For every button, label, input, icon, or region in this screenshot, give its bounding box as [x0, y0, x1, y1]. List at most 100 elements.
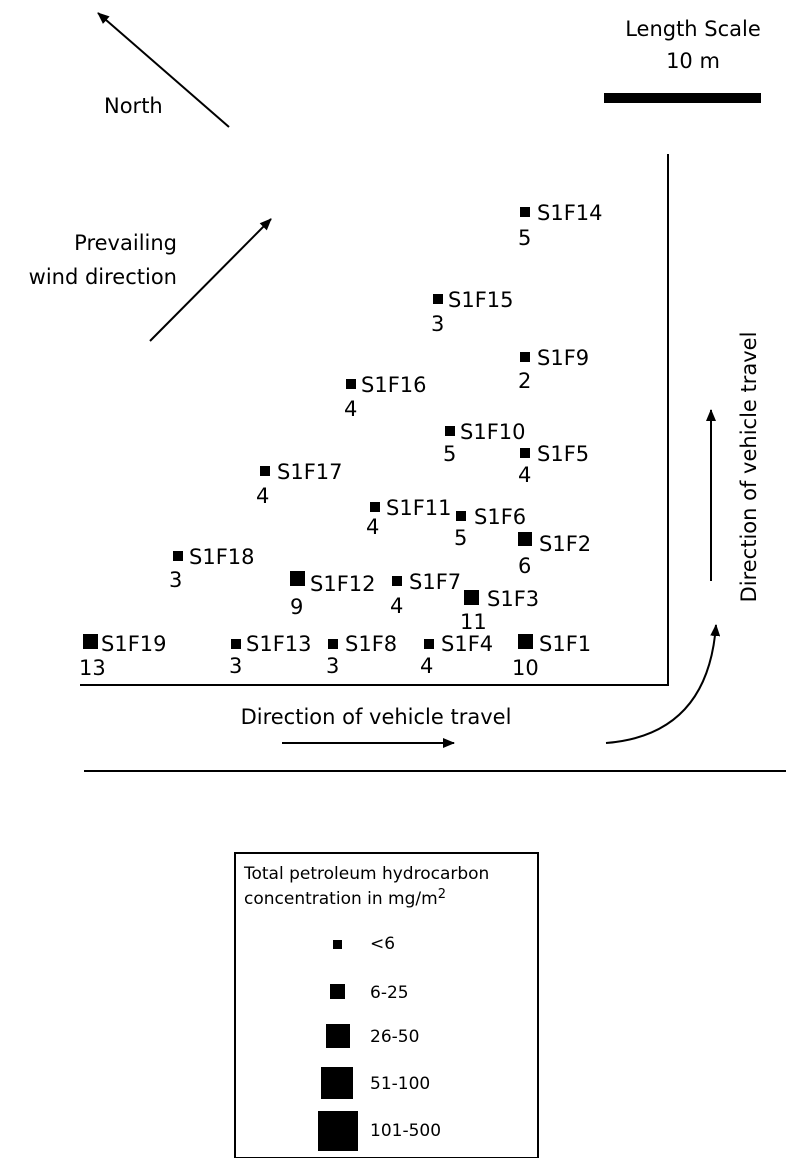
site-marker [520, 448, 530, 458]
site-marker [392, 576, 402, 586]
legend-title-line1: Total petroleum hydrocarbon [243, 864, 489, 884]
site-id: S1F4 [441, 632, 493, 656]
north-label: North [104, 94, 163, 118]
legend-class-label: <6 [370, 934, 395, 954]
site-id: S1F14 [537, 201, 603, 225]
site-value: 4 [518, 463, 531, 487]
site-marker [83, 634, 98, 649]
site-value: 11 [460, 610, 487, 634]
site-marker [433, 294, 443, 304]
scale-length: 10 m [666, 49, 720, 73]
site-id: S1F5 [537, 442, 589, 466]
legend: Total petroleum hydrocarbon concentratio… [234, 852, 539, 1158]
legend-class-label: 101-500 [370, 1121, 441, 1141]
north-arrow-icon [97, 12, 230, 128]
site-id: S1F2 [539, 532, 591, 556]
site-value: 5 [518, 226, 531, 250]
turn-arrow-icon [605, 624, 721, 744]
site-value: 3 [431, 312, 444, 336]
site-S1F17: S1F17 4 [256, 460, 343, 508]
legend-class-label: 6-25 [370, 983, 409, 1003]
site-marker [464, 590, 479, 605]
legend-marker [330, 984, 345, 999]
site-value: 2 [518, 369, 531, 393]
scale-bar [604, 93, 761, 103]
site-value: 3 [326, 654, 339, 678]
site-id: S1F1 [539, 632, 591, 656]
site-value: 4 [256, 484, 269, 508]
site-marker [424, 639, 434, 649]
site-id: S1F16 [361, 373, 427, 397]
wind-label-line1: Prevailing [74, 231, 177, 255]
site-value: 5 [454, 526, 467, 550]
site-S1F15: S1F15 3 [431, 288, 514, 336]
site-S1F9: S1F9 2 [518, 346, 589, 393]
site-value: 10 [512, 656, 539, 680]
site-marker [518, 634, 533, 649]
legend-title-line2: concentration in mg/m2 [244, 887, 446, 909]
site-id: S1F3 [487, 587, 539, 611]
site-S1F19: S1F19 13 [79, 632, 167, 680]
site-S1F11: S1F11 4 [366, 496, 452, 539]
site-marker [346, 379, 356, 389]
site-S1F1: S1F1 10 [512, 632, 591, 680]
site-S1F4: S1F4 4 [420, 632, 493, 678]
legend-class-label: 51-100 [370, 1074, 430, 1094]
site-value: 6 [518, 554, 531, 578]
site-marker [456, 511, 466, 521]
site-marker [231, 639, 241, 649]
site-S1F6: S1F6 5 [454, 505, 526, 550]
wind-label-line2: wind direction [29, 265, 177, 289]
site-value: 4 [390, 594, 403, 618]
vehicle-travel-label-vertical: Direction of vehicle travel [737, 332, 761, 603]
vehicle-travel-label-horizontal: Direction of vehicle travel [241, 705, 512, 729]
site-S1F18: S1F18 3 [169, 545, 255, 592]
sample-sites: S1F14 5 S1F15 3 S1F9 2 S1F16 4 S1F10 5 S… [79, 201, 603, 680]
site-S1F2: S1F2 6 [518, 532, 591, 578]
legend-marker [333, 940, 342, 949]
site-id: S1F9 [537, 346, 589, 370]
site-S1F12: S1F12 9 [290, 571, 376, 619]
site-id: S1F19 [101, 632, 167, 656]
site-marker [520, 352, 530, 362]
site-id: S1F17 [277, 460, 343, 484]
site-id: S1F7 [409, 570, 461, 594]
site-S1F13: S1F13 3 [229, 632, 312, 678]
site-marker [290, 571, 305, 586]
site-S1F10: S1F10 5 [443, 420, 526, 466]
site-S1F8: S1F8 3 [326, 632, 397, 678]
site-S1F14: S1F14 5 [518, 201, 603, 250]
site-marker [445, 426, 455, 436]
site-marker [260, 466, 270, 476]
site-id: S1F6 [474, 505, 526, 529]
site-value: 4 [366, 515, 379, 539]
site-value: 9 [290, 595, 303, 619]
site-id: S1F15 [448, 288, 514, 312]
site-marker [370, 502, 380, 512]
site-marker [173, 551, 183, 561]
site-value: 13 [79, 656, 106, 680]
site-value: 4 [344, 397, 357, 421]
site-id: S1F10 [460, 420, 526, 444]
legend-class-label: 26-50 [370, 1027, 419, 1047]
site-S1F5: S1F5 4 [518, 442, 589, 487]
site-S1F7: S1F7 4 [390, 570, 461, 618]
site-id: S1F12 [310, 572, 376, 596]
site-id: S1F13 [246, 632, 312, 656]
site-value: 3 [169, 568, 182, 592]
site-id: S1F11 [386, 496, 452, 520]
legend-box [234, 852, 539, 1158]
scale-title: Length Scale [625, 17, 761, 41]
site-id: S1F18 [189, 545, 255, 569]
site-value: 5 [443, 442, 456, 466]
legend-marker [321, 1067, 353, 1099]
legend-marker [318, 1111, 358, 1151]
site-marker [520, 207, 530, 217]
site-value: 3 [229, 654, 242, 678]
site-id: S1F8 [345, 632, 397, 656]
site-value: 4 [420, 654, 433, 678]
site-S1F16: S1F16 4 [344, 373, 427, 421]
legend-marker [326, 1024, 350, 1048]
site-marker [518, 532, 532, 546]
